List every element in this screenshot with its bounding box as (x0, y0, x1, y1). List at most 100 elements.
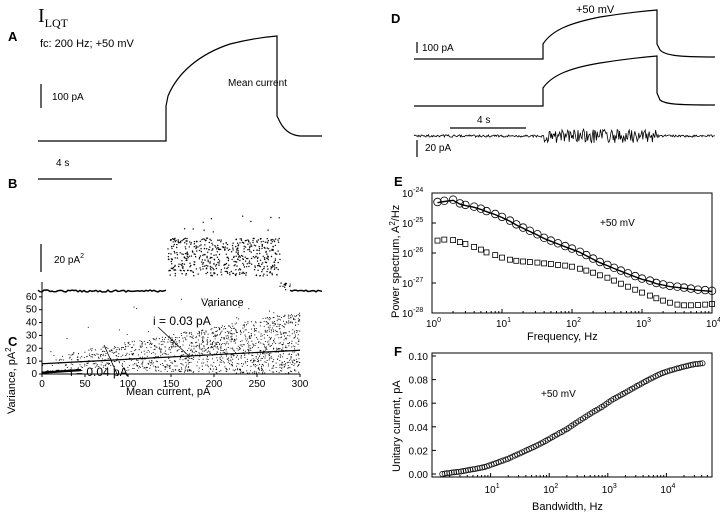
variance-point (186, 255, 188, 258)
scatter-point (263, 320, 265, 322)
scatter-point (140, 351, 143, 353)
scatter-point (260, 366, 263, 368)
spectrum-square (611, 277, 617, 284)
scatter-point (213, 361, 215, 363)
scatter-point (174, 339, 177, 341)
variance-point (194, 261, 196, 263)
variance-point (171, 247, 173, 250)
variance-point (280, 282, 282, 284)
variance-point (285, 282, 287, 285)
scatter-point (83, 356, 85, 359)
scatter-point (201, 352, 203, 354)
variance-point (216, 256, 219, 258)
scatter-point (173, 346, 175, 348)
x-tick-label-c: 200 (206, 379, 223, 390)
variance-point (190, 270, 193, 272)
scatter-point (273, 316, 275, 318)
x-tick-exp-e: 3 (647, 317, 651, 324)
scatter-point (247, 338, 249, 340)
scatter-point (277, 351, 279, 353)
scatter-point (245, 362, 247, 364)
scatter-point (272, 367, 274, 369)
spectrum-circle (595, 257, 605, 267)
scatter-point (113, 351, 115, 354)
scatter-point (266, 317, 268, 319)
scatter-point (167, 353, 169, 355)
scatter-point (288, 345, 290, 347)
variance-point (234, 264, 236, 266)
scatter-point (294, 330, 296, 332)
scatter-point (225, 337, 228, 339)
scatter-point (246, 340, 248, 342)
scatter-point (171, 343, 173, 345)
scatter-point (199, 346, 201, 348)
scatter-point (222, 357, 224, 359)
scatter-point (192, 335, 194, 337)
scatter-point (106, 346, 108, 349)
scatter-point (281, 336, 283, 338)
variance-point (248, 248, 251, 250)
scatter-point (295, 330, 297, 332)
variance-point (218, 264, 220, 266)
scatter-point (225, 355, 228, 357)
scatter-point (105, 363, 107, 365)
scatter-point (55, 359, 57, 361)
scatter-point (156, 361, 158, 363)
scatter-point (221, 350, 223, 352)
variance-point (188, 246, 190, 248)
scatter-point (219, 334, 221, 336)
scatter-point (160, 370, 162, 372)
scatter-point (220, 345, 222, 347)
scatter-point (240, 355, 242, 357)
variance-point (211, 249, 213, 251)
scatter-point (111, 351, 113, 353)
scatter-point (250, 328, 253, 330)
variance-point (192, 228, 194, 230)
scatter-point (70, 354, 72, 356)
scatter-point (189, 336, 191, 338)
variance-point (201, 238, 203, 241)
scatter-point (151, 363, 153, 365)
scatter-point (156, 346, 158, 348)
plot-frame-f (431, 352, 713, 478)
scatter-point (244, 354, 246, 356)
scatter-point (247, 348, 249, 350)
variance-point (174, 257, 176, 259)
variance-point (186, 237, 188, 240)
scatter-point (248, 353, 250, 355)
scatter-point (244, 361, 246, 363)
scatter-point (230, 364, 232, 366)
scatter-point (118, 361, 120, 363)
scatter-point (162, 343, 164, 345)
scatter-point (122, 354, 124, 356)
variance-point (202, 268, 204, 270)
unitary-current-point (692, 361, 699, 368)
scatter-point (155, 339, 157, 341)
variance-point (271, 264, 274, 267)
unitary-current-point (680, 363, 687, 370)
scatter-point (235, 335, 237, 337)
scatter-point (107, 362, 109, 364)
scatter-point (253, 325, 255, 327)
scatter-point (268, 353, 271, 355)
scatter-point (268, 310, 271, 312)
scatter-point (291, 340, 293, 342)
variance-point (193, 264, 196, 266)
scatter-point (285, 337, 287, 339)
scatter-point (146, 351, 148, 353)
variance-point (221, 274, 223, 276)
scatter-point (266, 348, 268, 350)
scatter-point (206, 361, 208, 363)
variance-point (207, 251, 209, 253)
scatter-point (279, 348, 281, 350)
spectrum-square (681, 302, 687, 309)
scatter-point (272, 361, 274, 363)
variance-point (186, 251, 188, 253)
variance-point (217, 239, 219, 241)
scatter-point (290, 353, 293, 355)
variance-point (211, 242, 213, 244)
scatter-point (84, 365, 86, 367)
scatter-point (176, 365, 178, 367)
scatter-point (266, 331, 268, 333)
scatter-point (224, 366, 226, 368)
